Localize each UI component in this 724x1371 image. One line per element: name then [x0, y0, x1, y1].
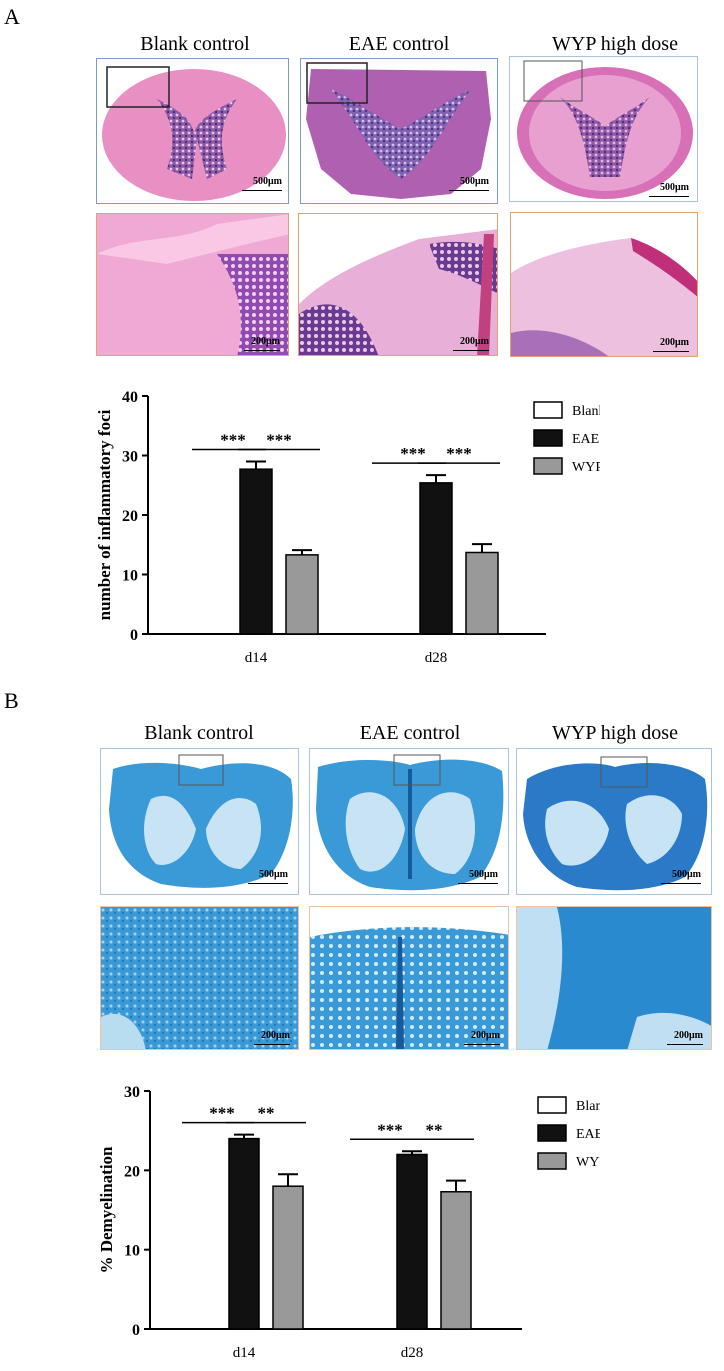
bar	[440, 1191, 472, 1330]
significance-label: ***	[220, 430, 246, 449]
column-title-wyp-b: WYP high dose	[552, 722, 678, 744]
legend-swatch	[537, 1124, 567, 1142]
scale-bar-label: 500μm	[672, 869, 701, 880]
significance-label: ***	[266, 430, 292, 449]
scale-bar	[449, 189, 489, 191]
scale-bar-label: 500μm	[253, 176, 282, 187]
significance-label: **	[426, 1120, 443, 1139]
legend-swatch	[533, 429, 563, 447]
legend-label: Blank control	[576, 1099, 600, 1114]
lfb-overview-wyp-image: 500μm	[516, 748, 712, 895]
bar	[239, 468, 273, 635]
significance-label: ***	[446, 444, 472, 463]
scale-bar-label: 500μm	[460, 176, 489, 187]
legend-label: EAE control	[572, 432, 600, 447]
bar	[465, 551, 499, 635]
column-title-blank-b: Blank control	[144, 722, 254, 744]
lfb-overview-eae-image: 500μm	[309, 748, 509, 895]
legend-label: Blank control	[572, 404, 600, 419]
legend-label: EAE control	[576, 1127, 600, 1142]
scale-bar-label: 200μm	[674, 1030, 703, 1041]
y-tick-label: 10	[124, 1243, 140, 1260]
scale-bar	[464, 1043, 500, 1045]
x-tick-label: d28	[401, 1345, 424, 1361]
lfb-zoom-wyp-image: 200μm	[516, 906, 712, 1050]
he-overview-wyp-image: 500μm	[509, 56, 698, 202]
scale-bar	[254, 1043, 290, 1045]
scale-bar	[248, 882, 288, 884]
scale-bar	[653, 350, 689, 352]
he-overview-eae-image: 500μm	[300, 58, 498, 204]
bar	[285, 554, 319, 635]
scale-bar	[649, 195, 689, 197]
scale-bar-label: 500μm	[469, 869, 498, 880]
scale-bar	[453, 349, 489, 351]
significance-label: **	[258, 1104, 275, 1123]
column-title-wyp-a: WYP high dose	[552, 33, 678, 55]
scale-bar-label: 500μm	[259, 869, 288, 880]
he-zoom-blank-image: 200μm	[96, 213, 289, 356]
y-tick-label: 20	[122, 508, 138, 525]
bar	[419, 482, 453, 635]
scale-bar-label: 200μm	[251, 336, 280, 347]
he-zoom-eae-image: 200μm	[298, 213, 498, 356]
bar	[396, 1153, 428, 1330]
scale-bar-label: 200μm	[660, 337, 689, 348]
lfb-overview-blank-image: 500μm	[100, 748, 299, 895]
y-tick-label: 0	[132, 1322, 140, 1339]
legend-label: WYP high dose	[572, 460, 600, 475]
he-overview-blank-image: 500μm	[96, 58, 289, 204]
column-title-blank-a: Blank control	[140, 33, 250, 55]
significance-label: ***	[377, 1120, 403, 1139]
scale-bar-label: 200μm	[471, 1030, 500, 1041]
y-tick-label: 20	[124, 1163, 140, 1180]
legend-swatch	[533, 457, 563, 475]
bar	[228, 1137, 260, 1330]
legend-swatch	[537, 1152, 567, 1170]
he-zoom-wyp-image: 200μm	[510, 212, 698, 357]
scale-bar	[244, 349, 280, 351]
x-tick-label: d28	[425, 650, 448, 666]
y-axis-label: number of inflammatory foci	[95, 409, 114, 620]
column-title-eae-b: EAE control	[359, 722, 461, 744]
chart-inflammatory-foci: 0 10 20 30 40 number of inflammatory foci d14 *…	[95, 389, 600, 666]
scale-bar	[242, 189, 282, 191]
column-title-eae-a: EAE control	[348, 33, 450, 55]
scale-bar	[667, 1043, 703, 1045]
significance-label: ***	[400, 444, 426, 463]
bar	[272, 1185, 304, 1330]
y-tick-label: 30	[122, 449, 138, 466]
scale-bar-label: 200μm	[460, 336, 489, 347]
legend-swatch	[537, 1096, 567, 1114]
lfb-zoom-eae-image: 200μm	[309, 906, 509, 1050]
panel-letter-a: A	[4, 4, 20, 29]
x-tick-label: d14	[245, 650, 268, 666]
panel-letter-b: B	[4, 688, 19, 713]
y-tick-label: 0	[130, 627, 138, 644]
x-tick-label: d14	[233, 1345, 256, 1361]
y-tick-label: 30	[124, 1084, 140, 1101]
legend-label: WYP high dose	[576, 1155, 600, 1170]
significance-label: ***	[209, 1104, 235, 1123]
y-tick-label: 10	[122, 568, 138, 585]
legend-swatch	[533, 401, 563, 419]
scale-bar	[458, 882, 498, 884]
y-tick-label: 40	[122, 389, 138, 406]
lfb-zoom-blank-image: 200μm	[100, 906, 299, 1050]
scale-bar	[661, 882, 701, 884]
y-axis-label: % Demyelination	[97, 1146, 116, 1274]
scale-bar-label: 200μm	[261, 1030, 290, 1041]
scale-bar-label: 500μm	[660, 182, 689, 193]
